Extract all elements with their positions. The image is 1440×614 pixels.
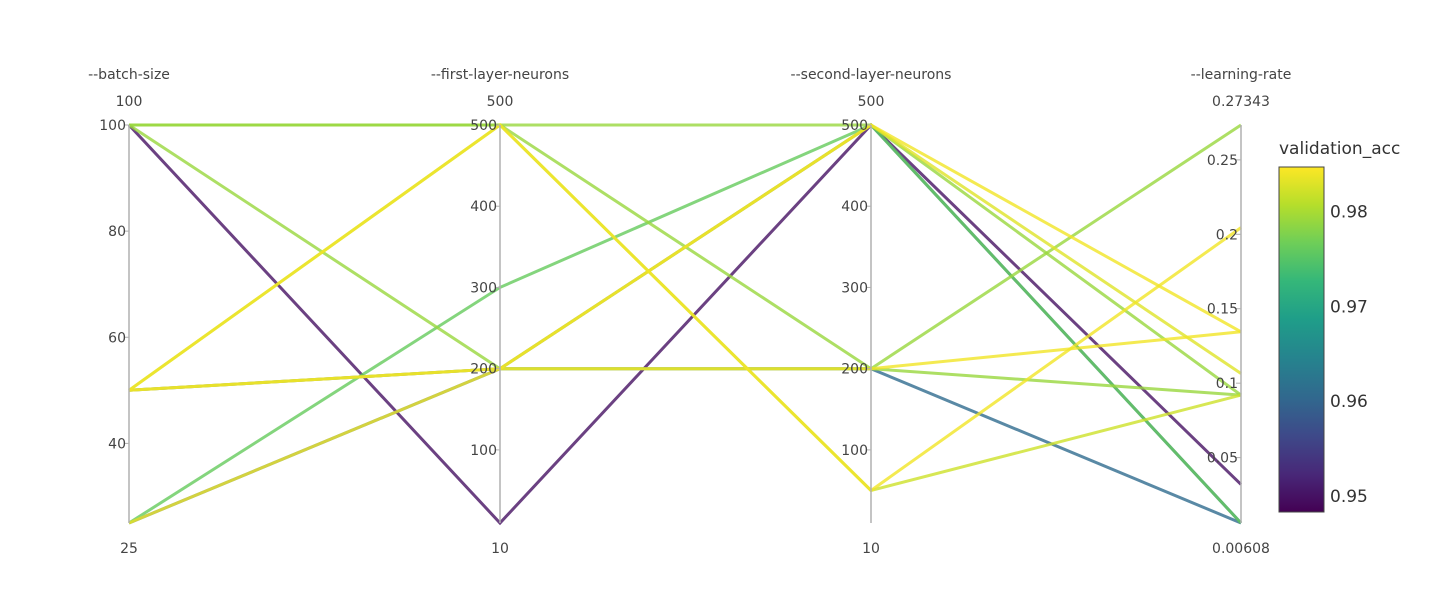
axis-title: --batch-size <box>88 67 170 83</box>
axis-tick-label: 40 <box>108 436 126 452</box>
axis-tick-label: 0.05 <box>1207 451 1238 467</box>
axis-range-min-label: 10 <box>862 541 880 557</box>
axis-tick-label: 100 <box>470 443 497 459</box>
axis-tick-label: 0.25 <box>1207 153 1238 169</box>
axis-tick-label: 0.15 <box>1207 302 1238 318</box>
axis-tick-label: 300 <box>470 280 497 296</box>
data-lines <box>129 125 1241 523</box>
axis-tick-label: 300 <box>841 280 868 296</box>
axis[interactable]: --batch-size 100 25 100 80 60 40 <box>88 67 170 557</box>
colorbar: validation_acc 0.95 0.96 0.97 0.98 <box>1279 139 1400 512</box>
data-line <box>129 332 1241 523</box>
axis-tick-label: 500 <box>841 118 868 134</box>
axis-tick-label: 100 <box>841 443 868 459</box>
axis-title: --learning-rate <box>1191 67 1292 83</box>
axis-range-min-label: 25 <box>120 541 138 557</box>
axis-range-min-label: 10 <box>491 541 509 557</box>
colorbar-tick-label: 0.95 <box>1330 487 1368 507</box>
axis-range-max-label: 0.27343 <box>1212 94 1270 110</box>
data-line <box>129 125 1241 523</box>
axis-tick-label: 80 <box>108 224 126 240</box>
axis-range-max-label: 100 <box>116 94 143 110</box>
colorbar-tick-label: 0.98 <box>1330 203 1368 223</box>
data-line <box>129 369 1241 523</box>
axis-range-max-label: 500 <box>487 94 514 110</box>
data-line <box>129 125 1241 390</box>
axis-tick-label: 200 <box>841 362 868 378</box>
axis-tick-label: 400 <box>470 199 497 215</box>
axis[interactable]: --second-layer-neurons 500 10 500 400 300 200 1… <box>791 67 952 557</box>
colorbar-gradient <box>1279 167 1324 512</box>
axis-range-min-label: 0.00608 <box>1212 541 1270 557</box>
axis-tick-label: 500 <box>470 118 497 134</box>
colorbar-title: validation_acc <box>1279 139 1400 159</box>
axis-tick-label: 60 <box>108 330 126 346</box>
data-line <box>129 125 1241 390</box>
axis-range-max-label: 500 <box>858 94 885 110</box>
axis-title: --second-layer-neurons <box>791 67 952 83</box>
axis-tick-label: 200 <box>470 362 497 378</box>
data-line <box>129 125 1241 491</box>
axis-tick-label: 0.1 <box>1216 376 1238 392</box>
colorbar-tick-label: 0.96 <box>1330 392 1368 412</box>
colorbar-tick-label: 0.97 <box>1330 297 1368 317</box>
axis-title: --first-layer-neurons <box>431 67 569 83</box>
axis[interactable]: --first-layer-neurons 500 10 500 400 300 200 10… <box>431 67 569 557</box>
axis-tick-label: 400 <box>841 199 868 215</box>
axis-tick-label: 100 <box>99 118 126 134</box>
axis-tick-label: 0.2 <box>1216 227 1238 243</box>
